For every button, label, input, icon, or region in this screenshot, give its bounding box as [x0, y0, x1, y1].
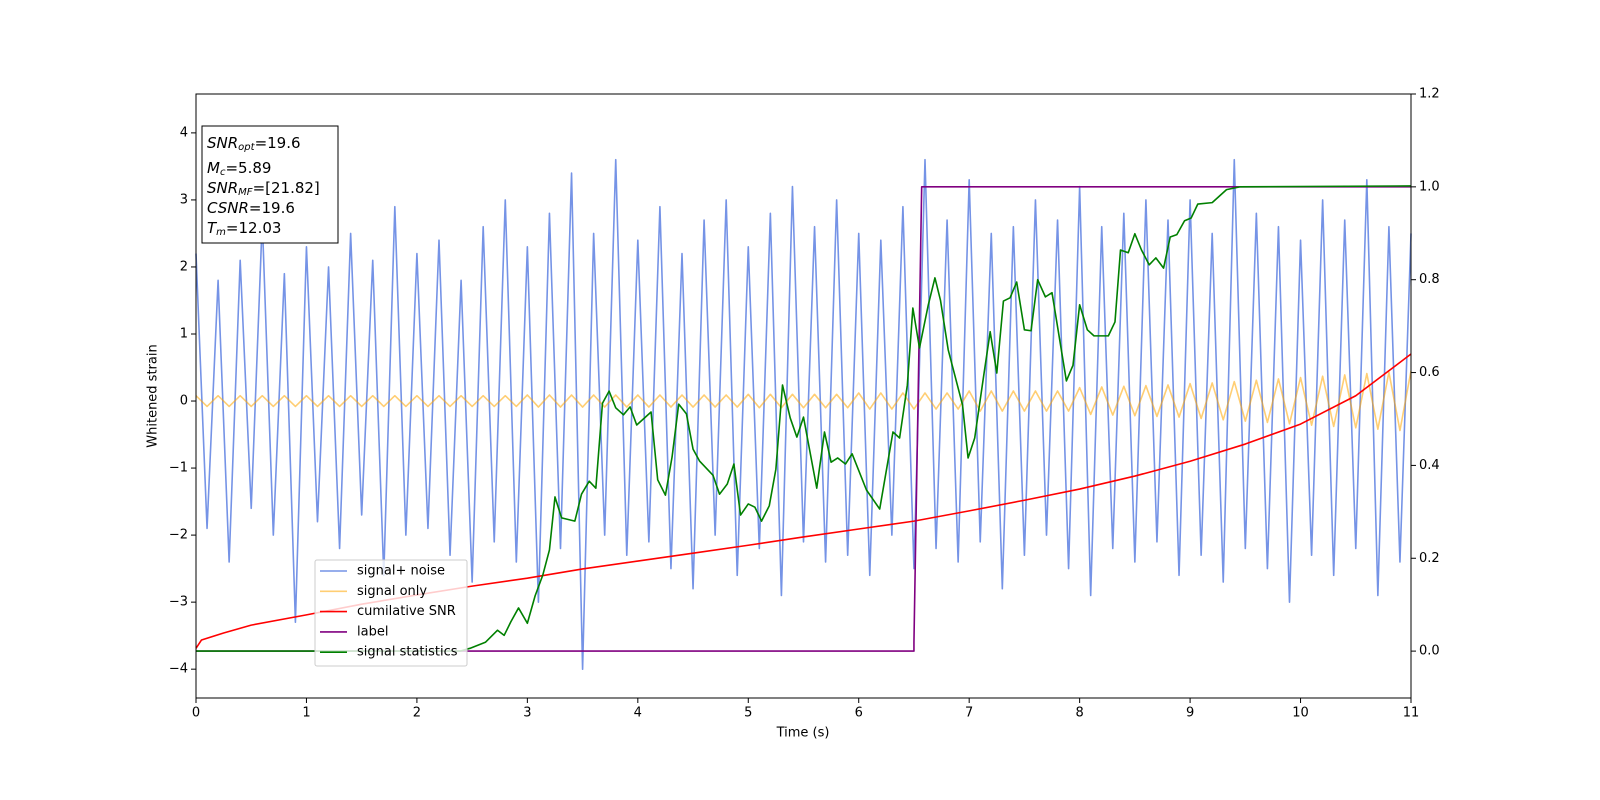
x-tick-label: 2: [413, 706, 421, 721]
stat-line: SNRMF=[21.82]: [207, 179, 320, 199]
y-tick-label: 2: [180, 259, 188, 274]
stat-line: Mc=5.89: [207, 159, 271, 179]
stat-subscript: opt: [238, 142, 255, 153]
x-tick-label: 1: [302, 706, 310, 721]
legend-label: label: [357, 624, 388, 639]
legend: signal+ noise signal only cumilative SNR la…: [314, 559, 468, 667]
legend-label: signal only: [357, 584, 427, 599]
y2-tick-label: 1.0: [1419, 179, 1440, 194]
y2-tick-label: 0.8: [1419, 272, 1440, 287]
y2-tick-label: 0.4: [1419, 458, 1440, 473]
series-line: [196, 186, 1411, 652]
stat-value: =[21.82]: [253, 179, 320, 197]
stat-symbol: SNR: [207, 134, 238, 152]
stats-box: SNRopt=19.6Mc=5.89SNRMF=[21.82]CSNR=19.6…: [201, 125, 339, 244]
x-tick-label: 0: [192, 706, 200, 721]
x-tick-label: 9: [1186, 706, 1194, 721]
stat-value: =12.03: [226, 219, 282, 237]
y2-tick-label: 0.6: [1419, 365, 1440, 380]
legend-label: signal+ noise: [357, 564, 445, 579]
y-tick-label: 0: [180, 394, 188, 409]
y-tick-label: 1: [180, 326, 188, 341]
legend-label: signal statistics: [357, 645, 458, 660]
x-tick-label: 5: [744, 706, 752, 721]
stat-subscript: c: [220, 167, 226, 178]
y2-tick-label: 0.0: [1419, 644, 1440, 659]
y2-tick-label: 0.2: [1419, 551, 1440, 566]
stat-value: =19.6: [249, 199, 295, 217]
y-tick-label: −1: [169, 461, 188, 476]
stat-line: Tm=12.03: [207, 219, 281, 239]
x-tick-label: 6: [855, 706, 863, 721]
plot-frame: [195, 93, 1412, 699]
x-tick-label: 7: [965, 706, 973, 721]
x-tick-label: 4: [634, 706, 642, 721]
y-tick-label: 3: [180, 192, 188, 207]
stat-subscript: MF: [238, 187, 253, 198]
stat-subscript: m: [216, 227, 226, 238]
stat-value: =5.89: [225, 159, 271, 177]
series-line: [195, 158, 1412, 670]
y-tick-label: −2: [169, 528, 188, 543]
y-tick-label: −3: [169, 595, 188, 610]
y-tick-label: 4: [180, 125, 188, 140]
stat-symbol: T: [207, 219, 218, 237]
legend-frame: [314, 559, 468, 667]
y-tick-label: −4: [169, 662, 188, 677]
series-line: [195, 353, 1412, 649]
stat-line: CSNR=19.6: [207, 199, 295, 217]
legend-label: cumilative SNR: [357, 604, 456, 619]
x-tick-label: 11: [1403, 706, 1420, 721]
stat-line: SNRopt=19.6: [207, 134, 301, 154]
y-axis-label: Whitened strain: [146, 344, 161, 447]
series-line: [195, 370, 1412, 432]
stat-symbol: M: [207, 159, 220, 177]
stat-symbol: CSNR: [207, 199, 249, 217]
x-tick-label: 10: [1292, 706, 1309, 721]
series-line: [196, 185, 1412, 652]
x-tick-label: 8: [1075, 706, 1083, 721]
y2-tick-label: 1.2: [1419, 87, 1440, 102]
stat-value: =19.6: [255, 134, 301, 152]
x-axis-label: Time (s): [776, 726, 830, 741]
x-tick-label: 3: [523, 706, 531, 721]
stats-frame: [201, 125, 339, 244]
stat-symbol: SNR: [207, 179, 238, 197]
